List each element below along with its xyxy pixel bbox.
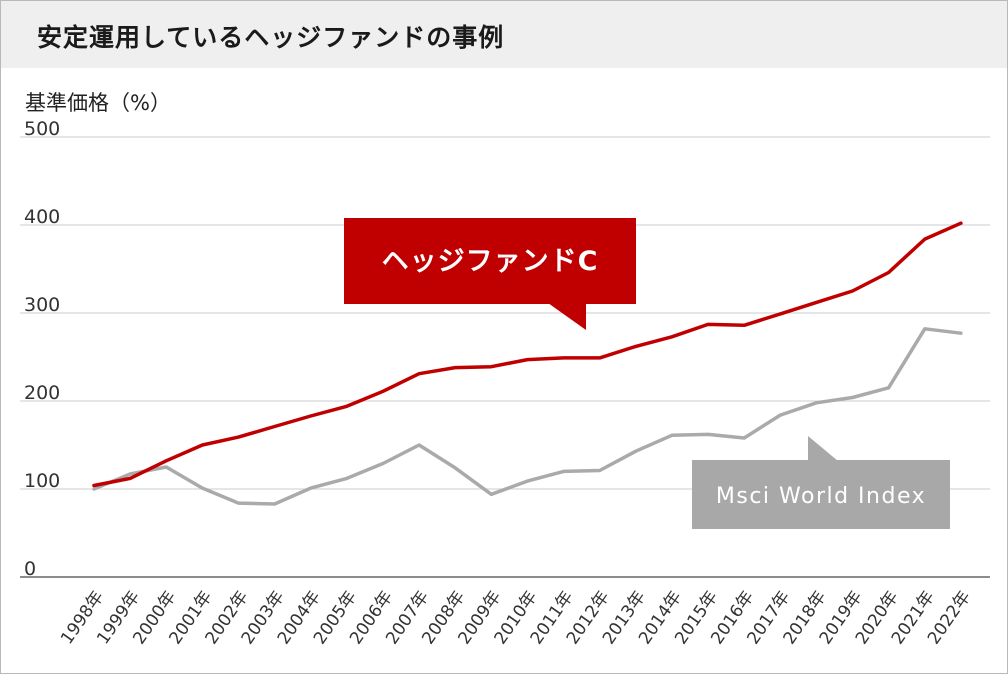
y-tick-label: 100 xyxy=(24,470,60,492)
x-tick-labels: 1998年1999年2000年2001年2002年2003年2004年2005年… xyxy=(57,587,975,648)
callout-pointer xyxy=(808,436,838,461)
callout-label: ヘッジファンドC xyxy=(382,246,599,277)
callout-pointer xyxy=(548,303,586,330)
series-callouts: ヘッジファンドC Msci World Index xyxy=(344,218,950,529)
y-tick-labels: 0 100 200 300 400 500 xyxy=(24,118,60,580)
callout-label: Msci World Index xyxy=(716,484,926,509)
y-tick-label: 500 xyxy=(24,118,60,140)
callout-msci-world-index: Msci World Index xyxy=(692,436,950,529)
chart-title: 安定運用しているヘッジファンドの事例 xyxy=(37,23,505,52)
y-axis-label: 基準価格（%） xyxy=(25,91,171,115)
callout-box xyxy=(344,218,636,304)
y-tick-label: 200 xyxy=(24,382,60,404)
y-tick-label: 400 xyxy=(24,206,60,228)
callout-box xyxy=(692,460,950,529)
y-tick-label: 0 xyxy=(24,558,36,580)
series-lines xyxy=(92,221,963,506)
title-bar: 安定運用しているヘッジファンドの事例 xyxy=(1,1,1007,68)
series-line-msci-world-index xyxy=(92,327,963,506)
y-tick-label: 300 xyxy=(24,294,60,316)
series-line-hedge-fund-c xyxy=(92,221,963,488)
callout-hedge-fund-c: ヘッジファンドC xyxy=(344,218,636,330)
